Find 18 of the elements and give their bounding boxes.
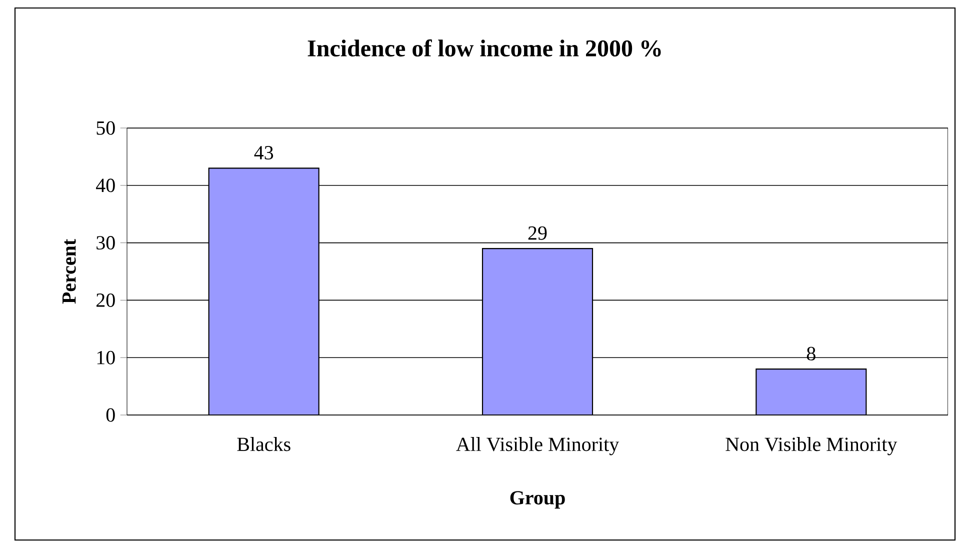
y-axis-title: Percent	[62, 239, 76, 304]
data-label: 29	[528, 226, 547, 240]
bar	[482, 248, 594, 416]
bar	[208, 168, 320, 416]
y-tick-label: 40	[96, 178, 115, 192]
y-tick-label: 30	[96, 236, 115, 250]
chart-title: Incidence of low income in 2000 %	[308, 40, 661, 57]
x-tick-label: Blacks	[237, 437, 290, 452]
x-tick-label: Non Visible Minority	[726, 437, 898, 456]
data-label: 43	[254, 146, 274, 160]
x-tick-label: All Visible Minority	[456, 437, 620, 456]
y-tick-label: 50	[96, 121, 115, 135]
data-label: 8	[806, 347, 816, 361]
y-tick-label: 0	[106, 408, 115, 422]
y-tick-label: 10	[97, 351, 115, 365]
y-tick-label: 20	[96, 294, 115, 308]
x-axis-title: Group	[510, 491, 565, 509]
bar	[756, 368, 867, 416]
